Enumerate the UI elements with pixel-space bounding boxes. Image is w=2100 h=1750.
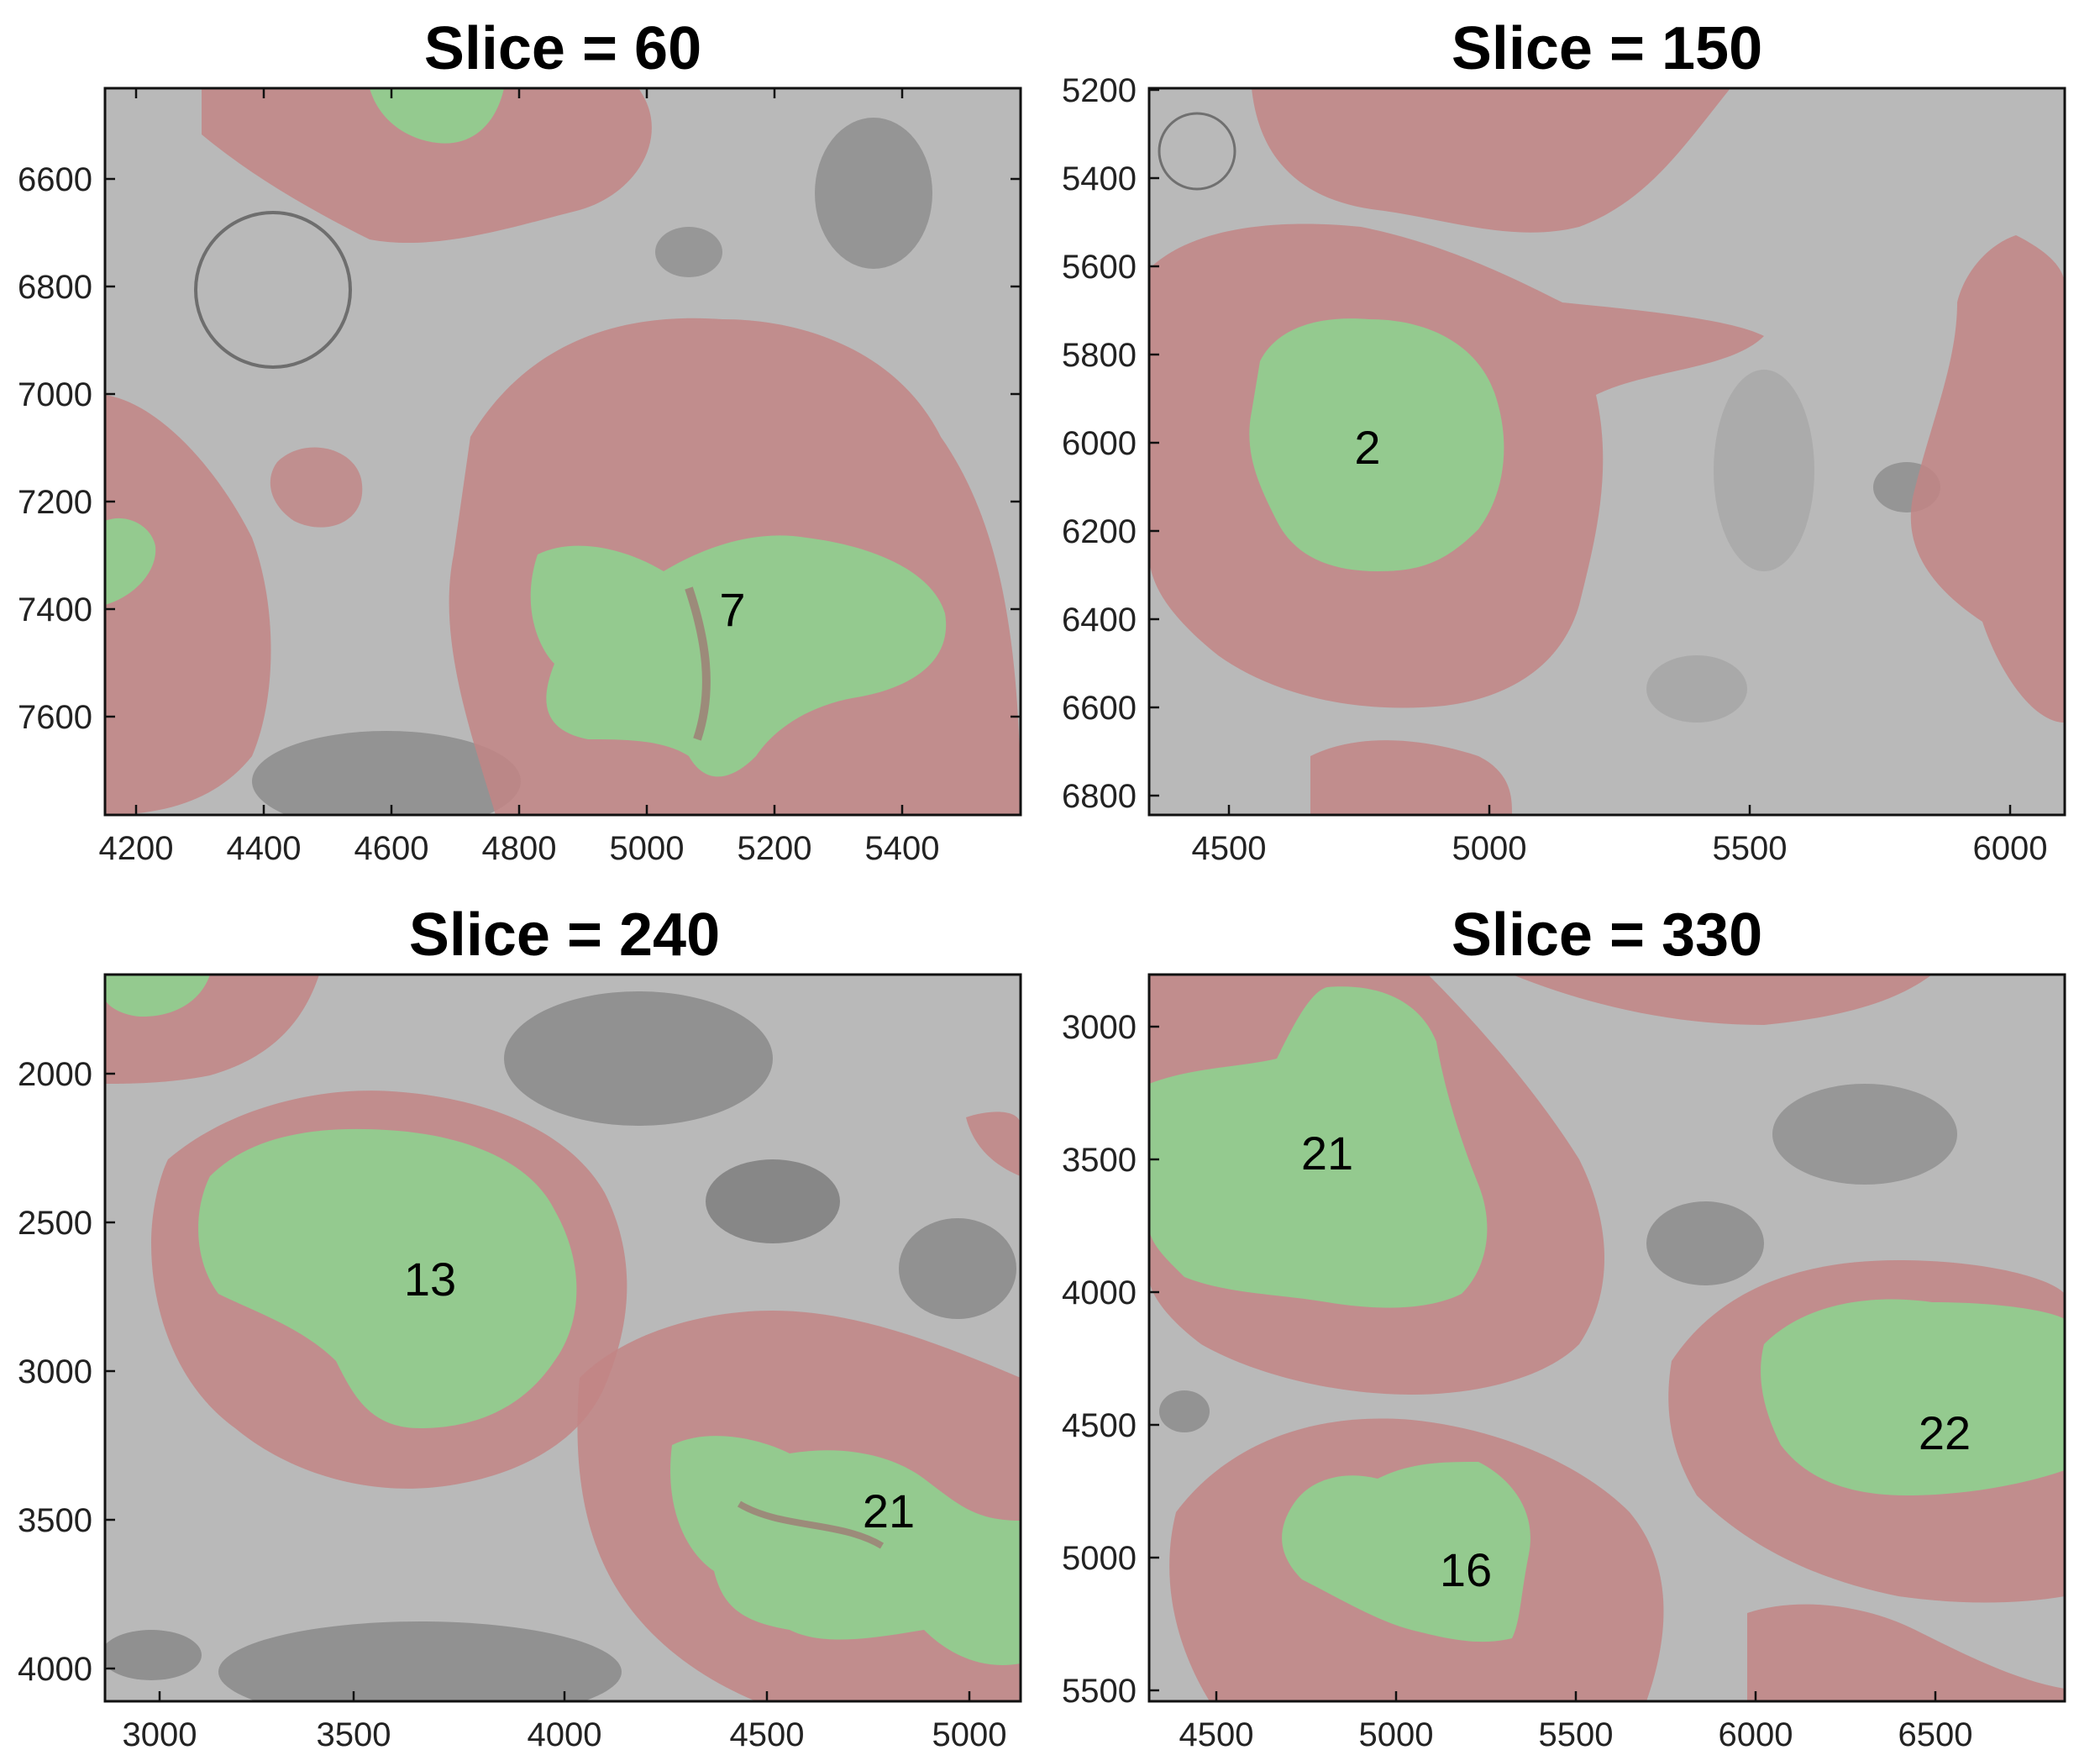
plot-frame bbox=[103, 973, 1022, 1703]
panel-slice-240: Slice = 240 2000 2500 bbox=[18, 901, 1022, 1750]
y-tick-label: 2000 bbox=[18, 1056, 92, 1093]
x-tick-label: 4600 bbox=[354, 830, 429, 867]
y-tick-label: 5400 bbox=[1062, 160, 1137, 197]
y-tick-label: 3000 bbox=[18, 1353, 92, 1390]
cell-id-label: 16 bbox=[1440, 1543, 1492, 1596]
x-ticks: 3000 3500 4000 4500 5000 bbox=[123, 1691, 1007, 1750]
panel-title: Slice = 330 bbox=[1452, 901, 1762, 969]
y-tick-label: 4000 bbox=[1062, 1274, 1137, 1311]
y-tick-label: 5600 bbox=[1062, 249, 1137, 286]
x-tick-label: 3000 bbox=[123, 1716, 197, 1750]
y-tick-label: 6400 bbox=[1062, 602, 1137, 639]
x-tick-label: 6000 bbox=[1719, 1716, 1793, 1750]
x-ticks: 4200 4400 4600 4800 5000 5200 5400 bbox=[99, 88, 940, 867]
y-tick-label: 4500 bbox=[1062, 1407, 1137, 1444]
cell-id-label: 21 bbox=[863, 1485, 915, 1537]
plot-frame bbox=[103, 87, 1022, 817]
x-tick-label: 4000 bbox=[528, 1716, 602, 1750]
x-ticks: 4500 5000 5500 6000 bbox=[1192, 805, 2048, 867]
x-tick-label: 6500 bbox=[1898, 1716, 1973, 1750]
x-tick-label: 5000 bbox=[932, 1716, 1007, 1750]
y-tick-label: 7600 bbox=[18, 699, 92, 736]
y-tick-label: 5500 bbox=[1062, 1673, 1137, 1710]
plot-frame bbox=[1147, 87, 2066, 817]
panel-slice-60: Slice = 60 6600 bbox=[18, 15, 1022, 867]
cell-id-label: 22 bbox=[1919, 1406, 1971, 1459]
panel-title: Slice = 240 bbox=[409, 901, 720, 969]
x-ticks: 4500 5000 5500 6000 6500 bbox=[1179, 1691, 1973, 1750]
panel-slice-330: Slice = 330 3000 3500 bbox=[1062, 901, 2066, 1750]
x-tick-label: 6000 bbox=[1973, 830, 2048, 867]
y-tick-label: 5000 bbox=[1062, 1540, 1137, 1577]
panel-title: Slice = 150 bbox=[1452, 15, 1762, 82]
x-tick-label: 5000 bbox=[1359, 1716, 1434, 1750]
y-tick-label: 4000 bbox=[18, 1651, 92, 1688]
x-tick-label: 4400 bbox=[227, 830, 302, 867]
x-tick-label: 4500 bbox=[1192, 830, 1267, 867]
y-tick-label: 3500 bbox=[1062, 1142, 1137, 1179]
x-tick-label: 4800 bbox=[482, 830, 557, 867]
x-tick-label: 4500 bbox=[1179, 1716, 1254, 1750]
em-image bbox=[1149, 88, 2065, 815]
cell-id-label: 7 bbox=[719, 583, 745, 636]
y-tick-label: 6600 bbox=[1062, 690, 1137, 727]
cell-id-label: 13 bbox=[404, 1253, 456, 1306]
y-tick-label: 2500 bbox=[18, 1205, 92, 1242]
panel-slice-150: Slice = 150 5200 5400 bbox=[1062, 15, 2066, 867]
y-tick-label: 6200 bbox=[1062, 513, 1137, 550]
y-tick-label: 7400 bbox=[18, 591, 92, 628]
y-tick-label: 3000 bbox=[1062, 1009, 1137, 1046]
em-image bbox=[105, 88, 1021, 815]
y-ticks: 6600 6800 7000 7200 7400 7600 bbox=[18, 161, 1021, 736]
y-tick-label: 5800 bbox=[1062, 337, 1137, 374]
x-tick-label: 4500 bbox=[730, 1716, 805, 1750]
y-tick-label: 5200 bbox=[1062, 72, 1137, 109]
y-tick-label: 6600 bbox=[18, 161, 92, 198]
x-tick-label: 5500 bbox=[1539, 1716, 1614, 1750]
x-tick-label: 5200 bbox=[738, 830, 812, 867]
em-image bbox=[105, 975, 1021, 1701]
x-tick-label: 3500 bbox=[317, 1716, 391, 1750]
cell-id-label: 21 bbox=[1301, 1127, 1353, 1180]
x-tick-label: 5500 bbox=[1713, 830, 1788, 867]
plot-frame bbox=[1147, 973, 2066, 1703]
x-tick-label: 5000 bbox=[1452, 830, 1527, 867]
x-tick-label: 4200 bbox=[99, 830, 174, 867]
y-tick-label: 6800 bbox=[18, 269, 92, 306]
x-tick-label: 5400 bbox=[865, 830, 940, 867]
panel-title: Slice = 60 bbox=[424, 15, 701, 82]
y-tick-label: 7000 bbox=[18, 376, 92, 413]
y-tick-label: 6000 bbox=[1062, 425, 1137, 462]
y-tick-label: 3500 bbox=[18, 1502, 92, 1539]
y-ticks: 5200 5400 5600 5800 6000 6200 6400 6600 … bbox=[1062, 72, 1159, 815]
x-tick-label: 5000 bbox=[610, 830, 685, 867]
y-ticks: 3000 3500 4000 4500 5000 5500 bbox=[1062, 1009, 1159, 1710]
y-tick-label: 6800 bbox=[1062, 778, 1137, 815]
y-ticks: 2000 2500 3000 3500 4000 bbox=[18, 1056, 115, 1688]
em-image bbox=[1149, 975, 2065, 1701]
y-tick-label: 7200 bbox=[18, 484, 92, 521]
vesicle-circle bbox=[194, 211, 352, 369]
cell-id-label: 2 bbox=[1354, 421, 1380, 474]
